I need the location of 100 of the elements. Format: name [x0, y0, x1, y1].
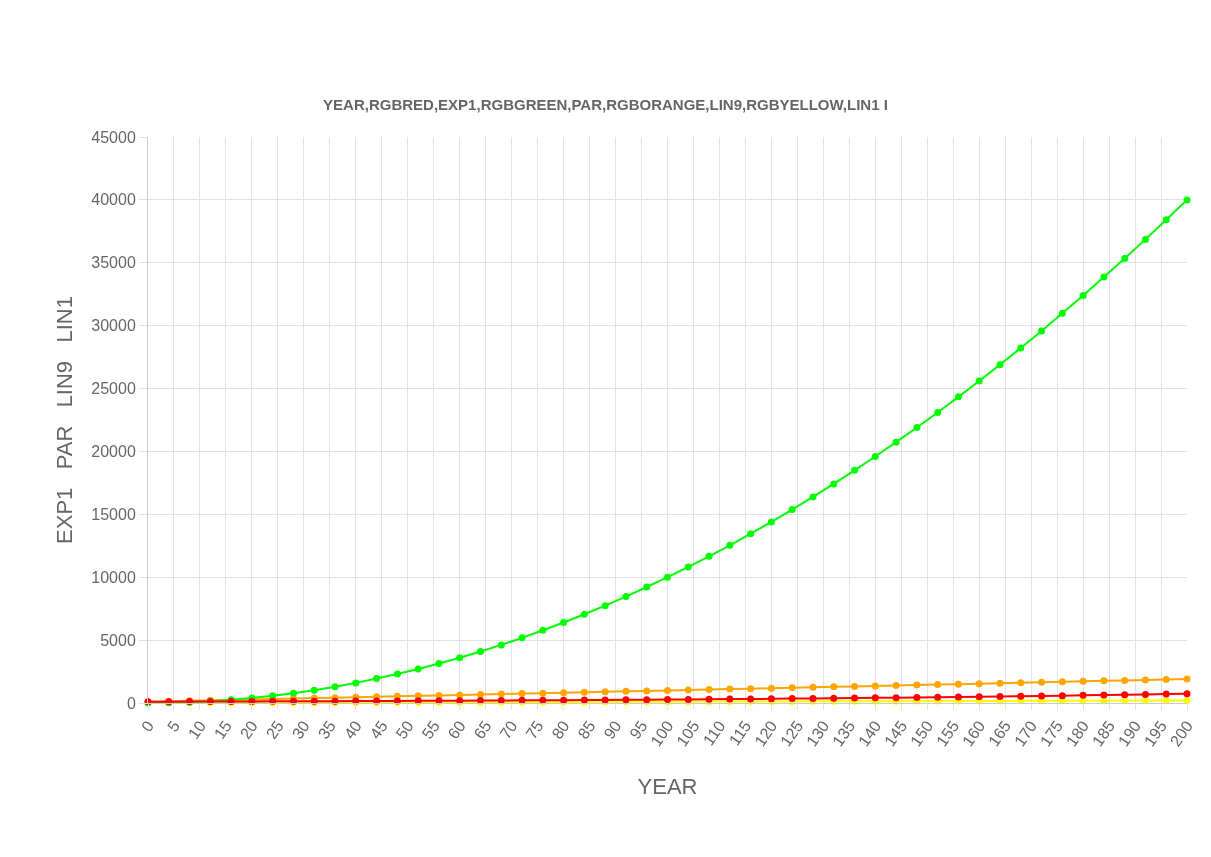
point [892, 681, 900, 689]
point [684, 563, 692, 571]
point [1162, 676, 1170, 684]
point [289, 689, 297, 697]
x-tick-label: 5 [163, 717, 184, 735]
point [1079, 291, 1087, 299]
point [1017, 344, 1025, 352]
point [871, 452, 879, 460]
x-tick-label: 90 [600, 717, 625, 743]
point [747, 685, 755, 693]
point [1100, 691, 1108, 699]
point [1079, 677, 1087, 685]
point [1121, 691, 1129, 699]
point [851, 682, 859, 690]
chart-title: YEAR,RGBRED,EXP1,RGBGREEN,PAR,RGBORANGE,LIN9,RGBYELLOW,LIN1 I [323, 96, 888, 114]
point [1058, 692, 1066, 700]
point [1017, 679, 1025, 687]
point [809, 683, 817, 691]
x-tick-label: 10 [184, 717, 210, 743]
point [476, 690, 484, 698]
point [788, 506, 796, 514]
x-tick-label: 80 [548, 717, 573, 743]
point [1183, 690, 1191, 698]
point [1183, 196, 1191, 204]
x-axis-title: YEAR [637, 774, 698, 800]
y-tick-label: 40000 [91, 191, 136, 209]
point [664, 686, 671, 694]
point [975, 693, 983, 701]
point [913, 681, 921, 689]
point [1058, 309, 1066, 317]
point [560, 619, 568, 626]
x-tick-label: 0 [137, 717, 158, 735]
x-tick-label: 65 [470, 717, 495, 743]
point [1141, 235, 1149, 243]
y-tick-label: 10000 [91, 568, 136, 586]
point [456, 691, 464, 699]
point [497, 641, 505, 649]
y-tick-label: 45000 [91, 128, 136, 146]
point [726, 685, 734, 693]
point [851, 466, 859, 474]
point [1038, 678, 1046, 686]
point [996, 692, 1004, 700]
point [1162, 690, 1170, 698]
point [373, 675, 381, 683]
point [1017, 692, 1025, 700]
point [601, 688, 609, 696]
x-tick-label: 35 [314, 717, 339, 743]
point [601, 602, 609, 610]
point [1058, 678, 1066, 686]
point [1183, 696, 1191, 704]
point [560, 689, 568, 697]
point [1100, 677, 1108, 685]
point [476, 647, 484, 655]
x-tick-label: 45 [366, 717, 391, 743]
point [1141, 676, 1149, 684]
point [414, 665, 422, 673]
point [1038, 327, 1046, 335]
point [934, 681, 942, 689]
y-tick-label: 0 [126, 694, 136, 712]
point [913, 424, 921, 432]
x-tick-label: 20 [236, 717, 261, 743]
point [767, 518, 775, 526]
point [809, 493, 817, 501]
y-axis-title: EXP1 PAR LIN9 LIN1 [52, 296, 78, 544]
point [954, 680, 962, 688]
point [892, 438, 900, 446]
point [1100, 273, 1108, 281]
point [788, 684, 796, 692]
y-tick-label: 35000 [91, 254, 136, 272]
point [1183, 675, 1191, 683]
x-tick-label: 40 [340, 717, 365, 743]
point [1141, 690, 1149, 698]
point [497, 690, 505, 698]
point [871, 682, 879, 690]
point [1038, 692, 1046, 700]
x-tick-label: 15 [210, 717, 235, 743]
point [643, 583, 651, 591]
point [1121, 676, 1129, 684]
point [767, 684, 775, 692]
point [996, 679, 1004, 687]
point [518, 634, 526, 642]
point [830, 683, 838, 691]
point [726, 541, 734, 549]
point [435, 660, 443, 668]
point [1162, 696, 1170, 704]
point [310, 686, 318, 694]
point [747, 530, 755, 538]
point [954, 393, 962, 401]
point [539, 626, 547, 634]
point [996, 361, 1004, 369]
y-tick-label: 5000 [100, 631, 136, 649]
point [331, 683, 339, 691]
x-tick-label: 55 [418, 717, 443, 743]
x-tick-label: 60 [444, 717, 469, 743]
point [643, 687, 651, 695]
point [954, 693, 962, 701]
point [1079, 691, 1087, 699]
y-tick-label: 25000 [91, 380, 136, 398]
y-tick-label: 20000 [91, 443, 136, 461]
y-tick-label: 15000 [91, 505, 136, 523]
